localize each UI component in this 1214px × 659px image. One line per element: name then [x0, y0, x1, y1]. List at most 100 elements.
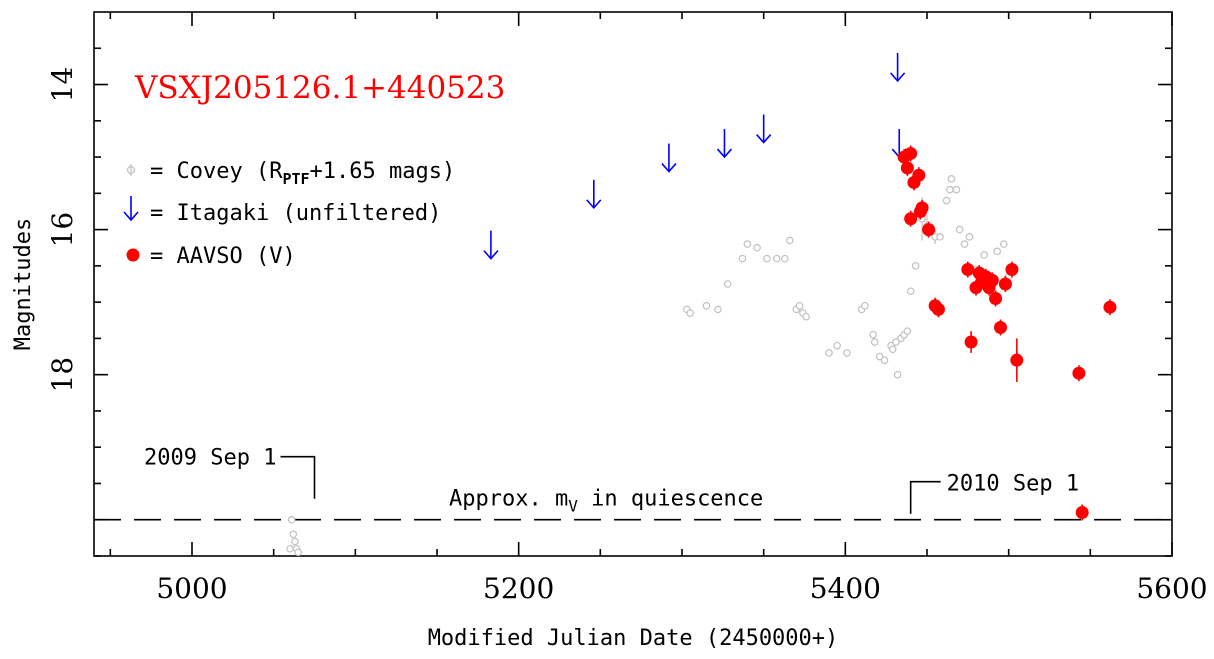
aavso-point [1072, 366, 1086, 380]
legend-aavso-marker [126, 248, 140, 262]
covey-point [686, 309, 694, 317]
chart-title: VSXJ205126.1+440523 [134, 70, 505, 106]
covey-point [833, 341, 841, 350]
covey-point [965, 233, 974, 241]
itagaki-arrow-head [586, 199, 602, 210]
x-tick-label: 5000 [156, 572, 227, 605]
covey-point [880, 356, 889, 364]
covey-point [861, 301, 869, 310]
covey-point [870, 338, 879, 346]
y-axis-label: Magnitudes [11, 218, 36, 350]
y-tick-label: 16 [46, 212, 79, 248]
covey-point [781, 254, 789, 263]
date-2010-bracket [909, 480, 941, 514]
itagaki-arrow-head [756, 134, 772, 144]
aavso-point [964, 335, 978, 349]
aavso-point [1103, 300, 1117, 314]
covey-point [888, 345, 897, 354]
covey-point [960, 240, 969, 248]
x-tick-label: 5600 [1136, 572, 1207, 605]
covey-point [738, 254, 747, 263]
itagaki-arrow [889, 52, 906, 83]
series-aavso [897, 145, 1117, 521]
covey-point [869, 330, 877, 339]
legend-itagaki-label: = Itagaki (unfiltered) [150, 201, 441, 226]
series-itagaki [483, 52, 907, 260]
covey-point [702, 301, 711, 310]
date-2010-label: 2010 Sep 1 [947, 472, 1079, 497]
aavso-point [900, 161, 914, 175]
legend-entry-covey: = Covey (RPTF+1.65 mags) [126, 159, 455, 188]
quiescence-annotation: Approx. mV in quiescence [94, 487, 1172, 521]
legend-covey-label: = Covey (RPTF+1.65 mags) [150, 159, 455, 188]
quiescence-label: Approx. mV in quiescence [449, 487, 763, 516]
covey-point [825, 349, 833, 357]
aavso-point [904, 146, 918, 160]
aavso-point [931, 302, 945, 316]
legend-itagaki-arrow [123, 196, 139, 222]
covey-point [906, 287, 915, 296]
axis-ticks [94, 12, 1173, 557]
covey-point [753, 243, 761, 252]
aavso-point [985, 273, 999, 287]
covey-point [993, 247, 1002, 256]
covey-point [743, 240, 752, 248]
covey-point [289, 530, 298, 539]
covey-point [893, 370, 902, 379]
date-marker-2010: 2010 Sep 1 [909, 472, 1079, 514]
legend-covey-marker [126, 165, 136, 175]
itagaki-arrow [661, 143, 677, 173]
aavso-point [1075, 505, 1089, 519]
covey-point [286, 544, 294, 553]
aavso-point [989, 292, 1003, 306]
x-axis-label: Modified Julian Date (2450000+) [428, 626, 839, 651]
covey-point [287, 515, 296, 524]
tick-labels: 5000 5200 5400 5600 14 16 18 [46, 67, 1208, 605]
date-marker-2009: 2009 Sep 1 [144, 446, 316, 499]
covey-point [936, 233, 944, 241]
covey-point [952, 185, 961, 194]
y-tick-label: 14 [46, 67, 79, 103]
date-2009-label: 2009 Sep 1 [144, 446, 276, 471]
covey-point [980, 251, 988, 259]
aavso-point [1010, 353, 1024, 367]
covey-point [892, 338, 900, 346]
covey-point [795, 301, 804, 310]
aavso-point [913, 204, 927, 218]
x-tick-label: 5200 [483, 572, 554, 605]
legend-aavso-label: = AAVSO (V) [150, 244, 296, 269]
itagaki-arrow-head [889, 72, 906, 83]
covey-point [785, 236, 794, 245]
aavso-point [994, 321, 1007, 335]
covey-point [843, 349, 851, 357]
covey-point [802, 312, 810, 321]
date-2009-bracket [280, 455, 316, 499]
itagaki-arrow-head [661, 163, 677, 173]
legend-entry-itagaki: = Itagaki (unfiltered) [123, 196, 441, 226]
covey-point [772, 254, 781, 263]
itagaki-arrow [483, 230, 499, 260]
covey-point [999, 240, 1008, 248]
aavso-point [1005, 262, 1019, 276]
covey-point [294, 548, 302, 557]
itagaki-arrow [716, 129, 733, 159]
aavso-point [912, 168, 926, 182]
covey-point [947, 175, 956, 183]
itagaki-arrow-head [716, 148, 733, 159]
covey-point [763, 254, 771, 263]
covey-point [955, 225, 964, 234]
aavso-point [998, 277, 1012, 291]
covey-point [723, 280, 732, 288]
aavso-point [961, 262, 975, 276]
itagaki-arrow [756, 114, 772, 144]
itagaki-arrow-head [483, 250, 499, 260]
covey-point [942, 196, 951, 205]
legend-entry-aavso: = AAVSO (V) [126, 244, 296, 269]
covey-point [291, 537, 299, 546]
itagaki-arrow [586, 179, 602, 210]
aavso-point [922, 223, 936, 237]
plot-frame [93, 11, 1173, 557]
covey-point [911, 262, 920, 270]
